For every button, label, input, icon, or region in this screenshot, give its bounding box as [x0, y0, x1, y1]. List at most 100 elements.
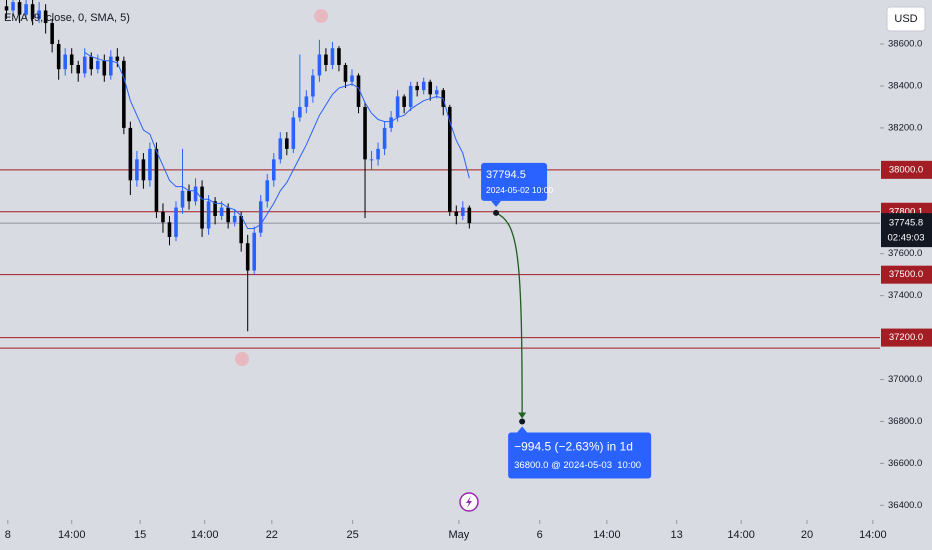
candle-body: [467, 207, 472, 224]
candle-body: [330, 48, 335, 65]
x-tick-label: 15: [134, 529, 146, 541]
indicator-legend[interactable]: EMA (9, close, 0, SMA, 5): [4, 12, 130, 24]
candle-body: [154, 148, 159, 212]
level-label-box: [881, 160, 932, 179]
candle-body: [141, 159, 146, 181]
projection-line: [495, 212, 523, 416]
candle-body: [304, 96, 309, 107]
x-tick-label: 13: [670, 529, 682, 541]
start-tooltip: [481, 162, 548, 201]
candle-body: [258, 201, 263, 233]
candle-body: [350, 75, 354, 82]
candle-body: [56, 44, 61, 70]
candle-body: [76, 65, 81, 74]
candle-body: [291, 117, 296, 149]
current-price-label: 37745.8: [889, 218, 923, 229]
y-tick-label: 36400.0: [888, 500, 922, 511]
y-tick-label: 37600.0: [888, 248, 922, 259]
candle-body: [95, 60, 100, 70]
level-label: 37200.0: [889, 332, 923, 343]
start-price: 37794.5: [486, 169, 526, 181]
candle-body: [376, 148, 380, 160]
candle-body: [37, 10, 41, 19]
event-marker[interactable]: [314, 9, 328, 23]
candle-body: [324, 54, 328, 65]
level-label: 37500.0: [889, 269, 923, 280]
candle-body: [343, 65, 348, 82]
y-tick-label: 37400.0: [888, 290, 922, 301]
x-tick-label: 14:00: [191, 529, 219, 541]
start-tooltip-pointer: [491, 200, 502, 207]
candle-body: [461, 207, 465, 216]
candle-body: [17, 2, 22, 15]
end-tooltip: [508, 432, 652, 479]
candle-body: [317, 54, 322, 76]
candle-body: [122, 60, 126, 128]
candle-body: [408, 85, 413, 107]
start-date: 2024-05-02 10:00: [486, 185, 553, 195]
candle-body: [239, 215, 243, 244]
x-tick-label: 6: [537, 529, 543, 541]
candle-body: [395, 96, 400, 118]
x-tick-label: 14:00: [859, 529, 887, 541]
end-tooltip-pointer: [517, 426, 528, 433]
x-tick-label: 22: [266, 529, 278, 541]
currency-button[interactable]: [886, 6, 926, 32]
candle-body: [161, 211, 165, 223]
candle-body: [135, 159, 139, 181]
candle-body: [167, 222, 172, 237]
candle-body: [454, 211, 459, 216]
candle-body: [102, 60, 107, 76]
candle-body: [43, 10, 48, 24]
candle-body: [50, 23, 54, 45]
candle-body: [402, 96, 406, 107]
candle-body: [311, 75, 315, 97]
candle-body: [11, 2, 15, 11]
countdown-label: 02:49:03: [888, 233, 925, 244]
y-tick-label: 38400.0: [888, 80, 922, 91]
candle-body: [4, 6, 9, 11]
x-tick-label: 8: [5, 529, 11, 541]
candle-body: [200, 186, 204, 229]
candle-body: [30, 4, 35, 19]
candle-body: [434, 90, 439, 95]
level-label-box: [881, 328, 932, 347]
candle-body: [415, 85, 419, 91]
candle-body: [128, 127, 133, 181]
x-tick-label: May: [449, 529, 470, 541]
event-marker[interactable]: [235, 352, 249, 366]
candle-body: [82, 56, 87, 74]
candle-body: [245, 243, 250, 271]
candle-body: [193, 186, 198, 202]
y-tick-label: 38200.0: [888, 122, 922, 133]
plot: [0, 0, 880, 349]
candle-body: [382, 127, 387, 149]
overlay: 38600.0 38400.0 38200.0 37600.0 37400.0 37000…: [5, 39, 932, 541]
currency-label[interactable]: USD: [894, 13, 917, 25]
candle-body: [109, 56, 113, 76]
candle-body: [271, 159, 276, 181]
level-label: 38000.0: [889, 164, 923, 175]
candle-body: [447, 106, 452, 212]
candle-body: [226, 207, 230, 223]
candle-body: [337, 48, 341, 65]
candle-body: [63, 54, 67, 70]
candle-body: [219, 207, 224, 216]
candle-body: [369, 159, 374, 161]
x-tick-label: 25: [347, 529, 359, 541]
projection-start-point: [493, 209, 500, 216]
level-label: 37800.1: [889, 206, 923, 217]
lightning-icon: [466, 496, 472, 508]
candle-body: [356, 75, 361, 107]
candle-body: [232, 215, 237, 223]
candle-body: [278, 138, 283, 160]
candle-body: [252, 232, 257, 271]
candle-body: [89, 56, 94, 70]
x-tick-label: 14:00: [593, 529, 621, 541]
candle-body: [363, 106, 367, 160]
candle-body: [428, 81, 433, 95]
candle-body: [148, 148, 152, 181]
candle-body: [24, 4, 28, 15]
candle-body: [115, 56, 120, 61]
